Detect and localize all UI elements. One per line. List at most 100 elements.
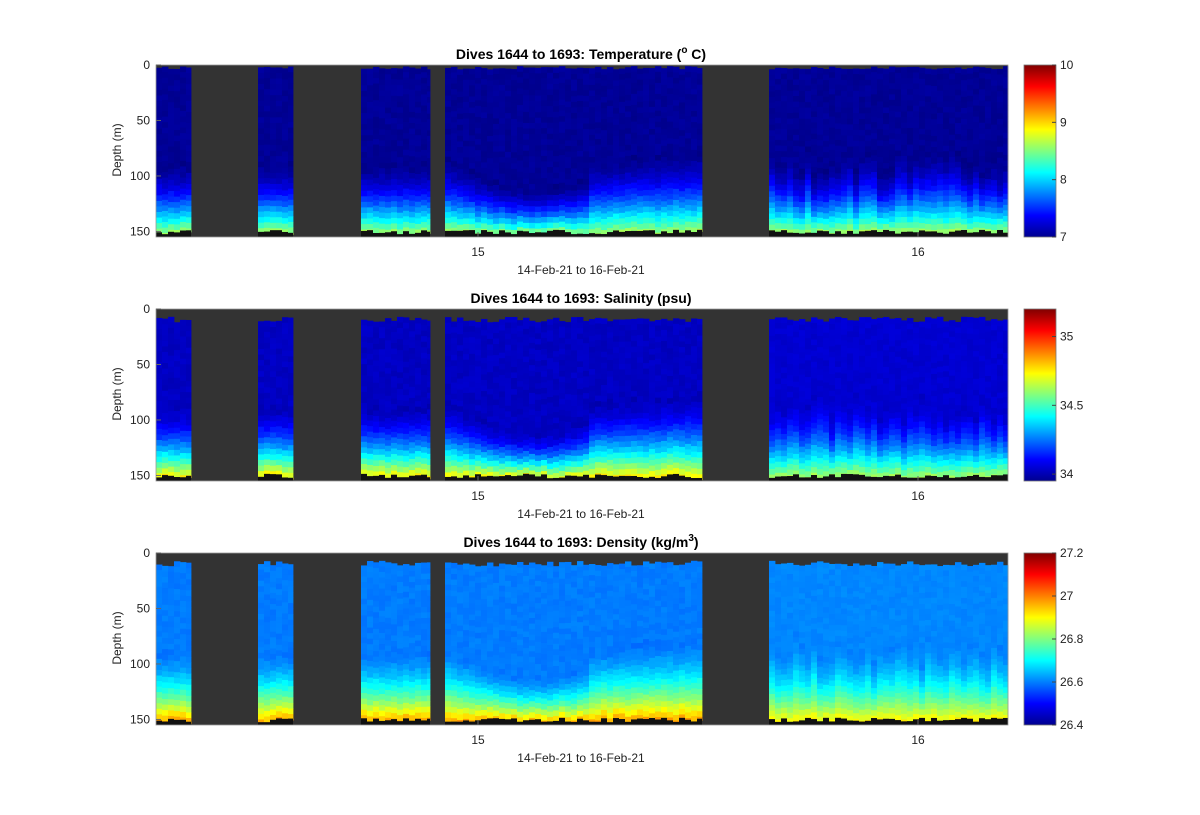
temperature-cell	[373, 222, 380, 229]
temperature-cell	[397, 74, 404, 80]
temperature-cell	[264, 133, 271, 140]
temperature-cell	[505, 185, 512, 192]
temperature-cell	[397, 146, 404, 153]
salinity-cell	[415, 345, 422, 352]
salinity-cell	[445, 367, 452, 374]
temperature-cell	[865, 140, 872, 147]
temperature-cell	[415, 90, 422, 97]
temperature-cell	[607, 166, 614, 173]
salinity-cell	[541, 410, 548, 417]
temperature-cell	[943, 201, 950, 208]
temperature-cell	[487, 102, 494, 109]
temperature-cell	[403, 138, 410, 145]
temperature-cell	[463, 168, 470, 175]
temperature-cell	[174, 213, 181, 220]
temperature-cell	[997, 141, 1004, 148]
temperature-cell	[841, 102, 848, 109]
temperature-bottom	[907, 231, 913, 237]
temperature-cell	[499, 73, 506, 80]
temperature-cell	[883, 196, 890, 203]
salinity-cell	[589, 346, 596, 353]
temperature-cell	[547, 67, 554, 74]
salinity-cell	[180, 458, 187, 465]
temperature-cell	[451, 77, 458, 84]
salinity-cell	[373, 343, 380, 350]
salinity-cell	[174, 338, 181, 345]
temperature-cell	[919, 117, 926, 124]
temperature-cell	[895, 83, 902, 90]
temperature-cell	[565, 112, 572, 119]
temperature-cell	[180, 171, 187, 178]
temperature-cell	[445, 167, 452, 174]
temperature-cell	[619, 107, 626, 114]
temperature-cell	[559, 204, 566, 211]
temperature-cell	[276, 95, 283, 102]
temperature-cell	[385, 68, 392, 75]
temperature-cell	[931, 135, 938, 142]
temperature-cell	[162, 227, 169, 234]
temperature-cell	[841, 218, 848, 225]
temperature-bottom	[943, 233, 949, 237]
temperature-cell	[799, 213, 806, 220]
temperature-cell	[865, 179, 872, 186]
temperature-cell	[937, 190, 944, 197]
temperature-cell	[379, 123, 386, 130]
temperature-cell	[967, 184, 974, 191]
temperature-cell	[781, 156, 788, 163]
temperature-cell	[655, 88, 662, 95]
temperature-cell	[445, 195, 452, 202]
salinity-cell	[457, 445, 464, 452]
temperature-cell	[655, 116, 662, 123]
salinity-cell	[523, 434, 530, 441]
temperature-bottom	[373, 232, 379, 237]
salinity-cell	[373, 321, 380, 328]
temperature-cell	[973, 160, 980, 167]
salinity-cell	[451, 354, 458, 361]
temperature-cell	[409, 172, 416, 179]
temperature-cell	[174, 135, 181, 142]
temperature-cell	[811, 183, 818, 190]
salinity-cell	[385, 368, 392, 374]
temperature-cell	[781, 184, 788, 191]
salinity-cell	[427, 470, 431, 477]
salinity-bottom	[168, 475, 174, 481]
salinity-cell	[156, 351, 163, 358]
temperature-cell	[889, 172, 896, 178]
temperature-cell	[589, 151, 596, 158]
salinity-cell	[523, 351, 530, 357]
temperature-cell	[421, 227, 428, 233]
salinity-cell	[397, 472, 404, 479]
temperature-cell	[979, 167, 986, 174]
temperature-bottom	[589, 233, 595, 237]
temperature-cell	[847, 74, 854, 81]
temperature-cell	[379, 146, 386, 152]
salinity-cell	[168, 361, 175, 368]
temperature-bottom	[625, 231, 631, 237]
temperature-cell	[451, 94, 458, 101]
temperature-cell	[589, 96, 596, 102]
temperature-cell	[258, 72, 265, 79]
temperature-cell	[811, 133, 818, 140]
temperature-cell	[523, 123, 530, 129]
salinity-bottom	[451, 476, 457, 481]
temperature-cell	[955, 89, 962, 96]
salinity-cell	[282, 394, 289, 401]
temperature-cell	[282, 145, 289, 152]
temperature-cell	[625, 128, 632, 135]
salinity-cell	[601, 362, 608, 369]
temperature-cell	[937, 146, 944, 153]
temperature-cell	[931, 208, 938, 215]
temperature-cell	[168, 118, 175, 125]
temperature-cell	[793, 73, 800, 80]
temperature-cell	[553, 95, 560, 102]
temperature-cell	[835, 156, 842, 163]
salinity-cell	[180, 447, 187, 454]
temperature-cell	[613, 158, 620, 165]
temperature-cell	[835, 79, 842, 85]
salinity-cell	[559, 354, 566, 361]
temperature-cell	[865, 162, 872, 169]
salinity-cell	[577, 317, 584, 323]
temperature-cell	[625, 161, 632, 168]
temperature-cell	[493, 190, 500, 197]
temperature-cell	[787, 101, 794, 108]
